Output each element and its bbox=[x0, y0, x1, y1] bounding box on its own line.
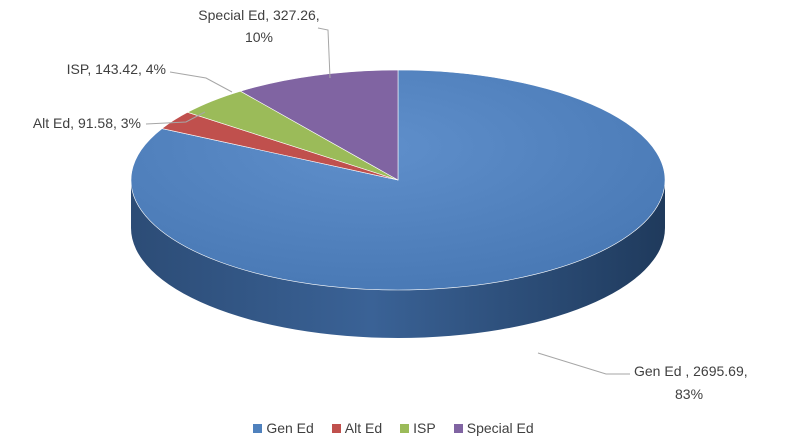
legend-label: Special Ed bbox=[466, 420, 534, 436]
data-label-isp: ISP, 143.42, 4% bbox=[67, 61, 166, 77]
legend-label: ISP bbox=[413, 420, 436, 436]
legend-item-special-ed: Special Ed bbox=[453, 420, 534, 436]
pie-slice-special-ed bbox=[239, 69, 399, 181]
leader-line-special-ed bbox=[317, 27, 331, 79]
legend-item-isp: ISP bbox=[400, 420, 436, 436]
legend-swatch bbox=[400, 423, 410, 433]
legend-swatch bbox=[253, 423, 263, 433]
leader-line-isp bbox=[169, 71, 233, 93]
legend-item-alt-ed: Alt Ed bbox=[331, 420, 383, 436]
pie-slice-side-gen-ed bbox=[131, 180, 665, 338]
leader-lines bbox=[145, 27, 630, 375]
legend-label: Gen Ed bbox=[266, 420, 314, 436]
data-label-alt-ed: Alt Ed, 91.58, 3% bbox=[33, 115, 141, 131]
legend-swatch bbox=[331, 423, 341, 433]
legend-item-gen-ed: Gen Ed bbox=[253, 420, 314, 436]
pie-side-group bbox=[131, 180, 665, 338]
data-label-special-ed: Special Ed, 327.26, 10% bbox=[198, 7, 319, 45]
data-label-gen-ed: Gen Ed , 2695.69, 83% bbox=[634, 363, 748, 402]
leader-line-gen-ed bbox=[537, 352, 630, 375]
legend-label: Alt Ed bbox=[344, 420, 383, 436]
legend-swatch bbox=[453, 423, 463, 433]
leader-line-alt-ed bbox=[145, 111, 206, 125]
data-labels: Gen Ed , 2695.69, 83% Alt Ed, 91.58, 3% ISP… bbox=[33, 7, 748, 402]
pie-top-group bbox=[130, 69, 666, 291]
legend: Gen Ed Alt Ed ISP Special Ed bbox=[0, 420, 787, 436]
